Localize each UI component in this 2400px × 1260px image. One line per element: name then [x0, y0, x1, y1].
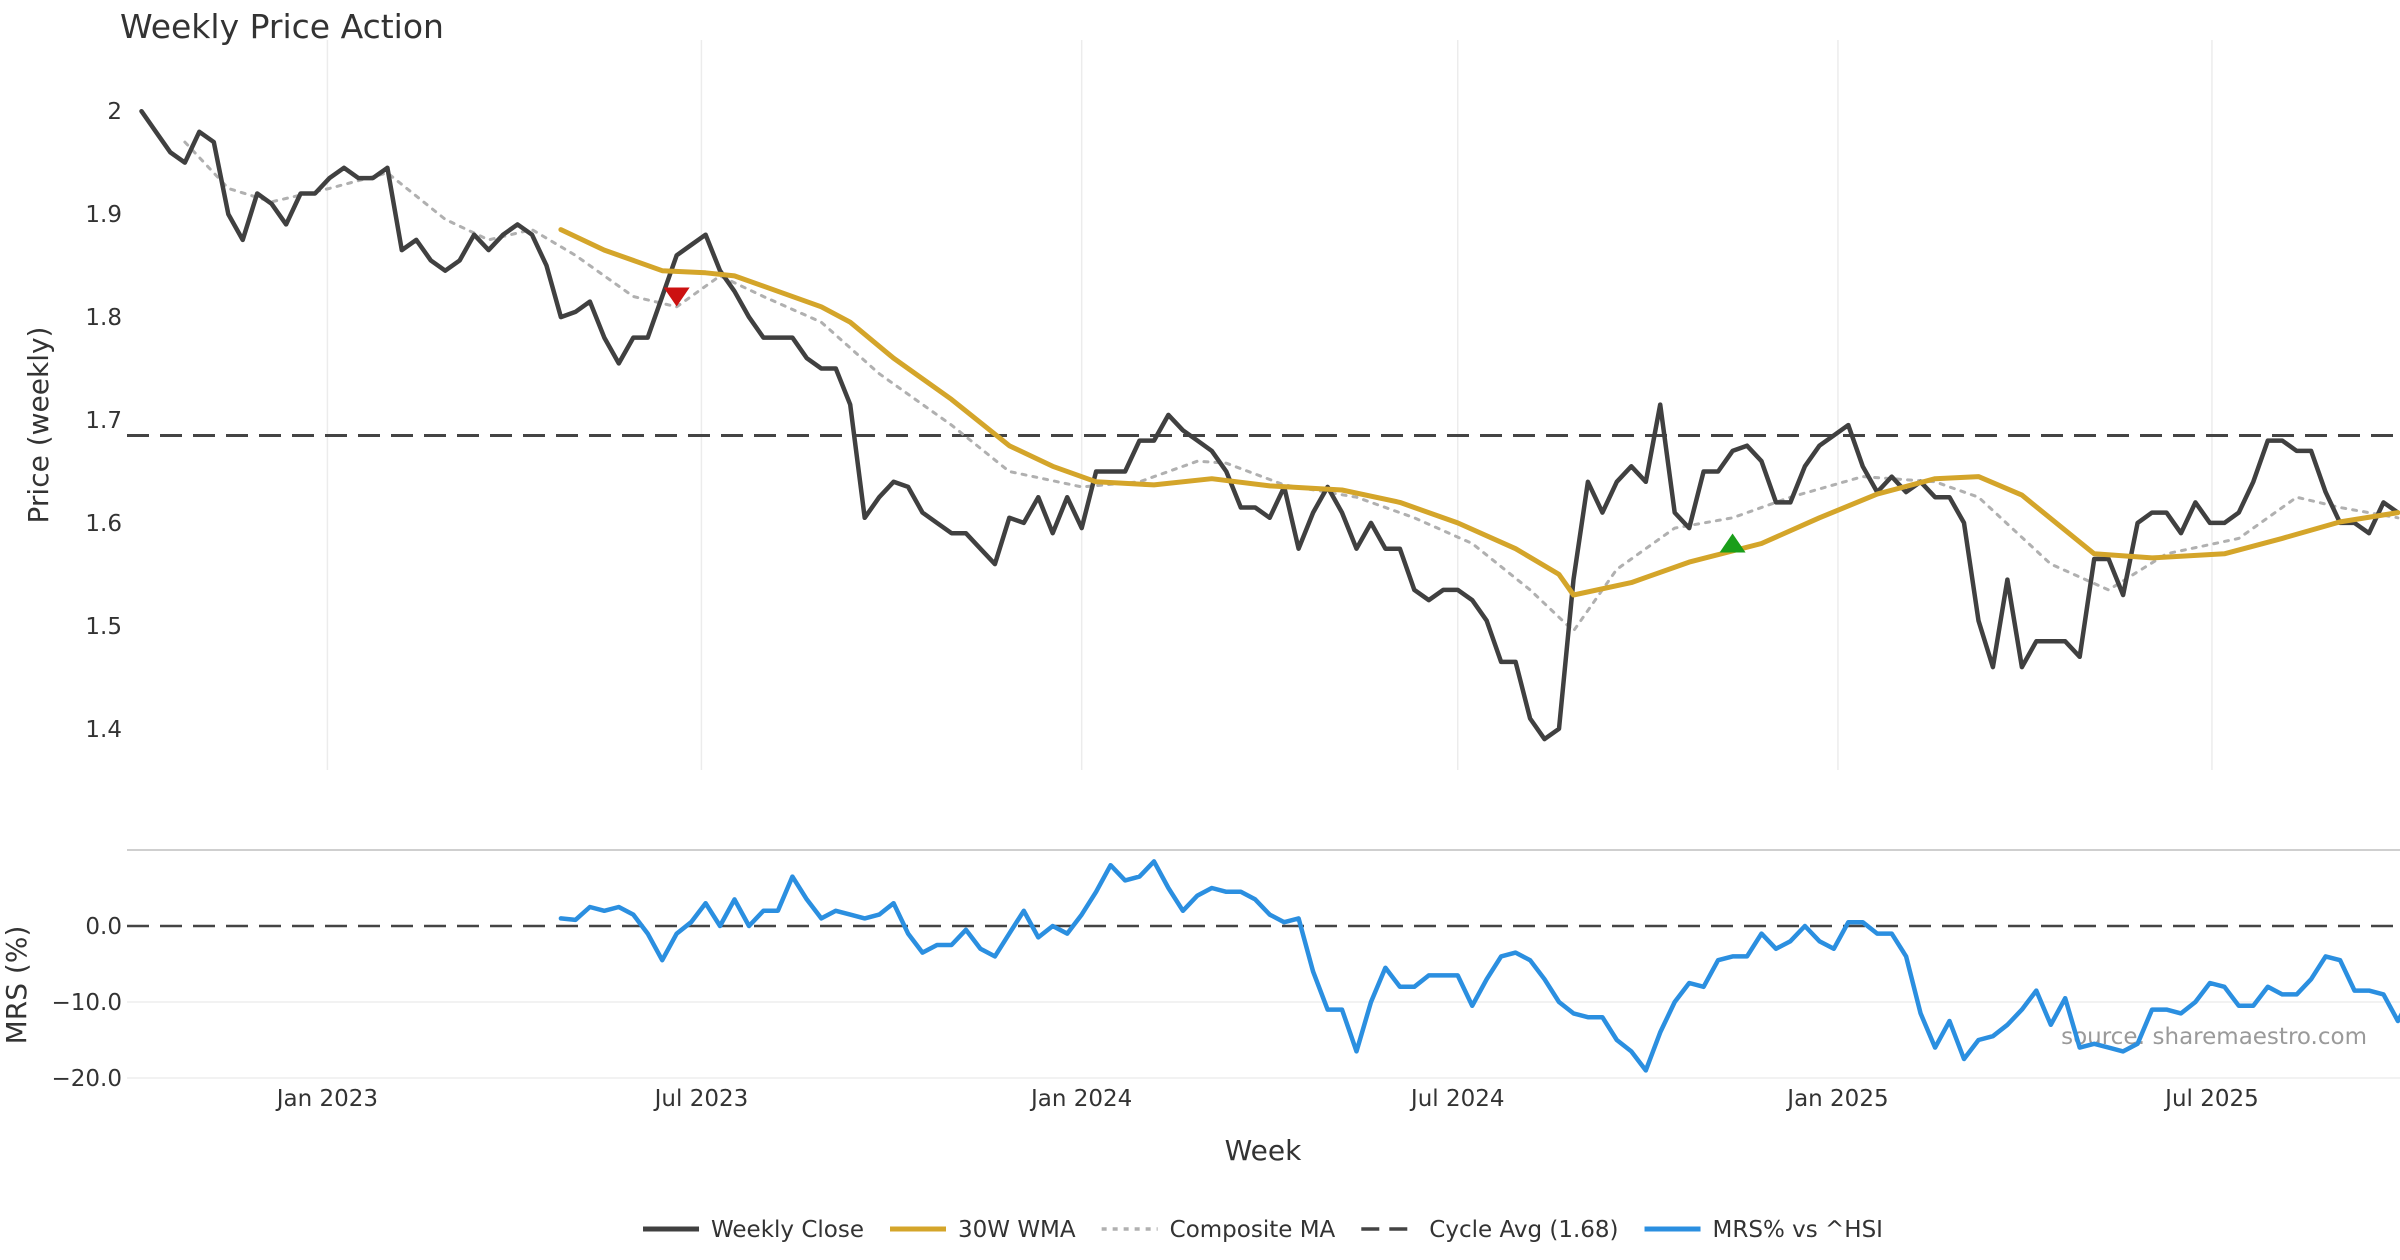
x-tick-label: Jan 2024	[1029, 1086, 1132, 1112]
30w-wma-line	[558, 227, 2400, 598]
legend-entry-label: 30W WMA	[958, 1217, 1076, 1243]
weekly-close-line	[139, 108, 2400, 742]
legend-entry-label: MRS% vs ^HSI	[1713, 1217, 1883, 1243]
mrs-y-tick-label: −10.0	[52, 990, 122, 1016]
mrs-line	[558, 859, 2400, 1073]
price-y-tick-label: 1.9	[85, 202, 122, 228]
x-tick-label: Jan 2025	[1785, 1086, 1888, 1112]
mrs-y-axis-label: MRS (%)	[0, 926, 33, 1045]
price-y-tick-label: 1.5	[85, 614, 122, 640]
buy-signal-marker	[1719, 533, 1746, 553]
legend-entry-label: Composite MA	[1170, 1217, 1336, 1243]
price-y-tick-label: 1.6	[85, 511, 122, 537]
x-tick-label: Jan 2023	[275, 1086, 378, 1112]
x-axis-label: Week	[1225, 1134, 1302, 1167]
legend-entry-label: Cycle Avg (1.68)	[1429, 1217, 1618, 1243]
legend: Weekly Close 30W WMA Composite MA Cycle Avg…	[643, 1217, 1883, 1243]
price-y-tick-label: 1.7	[85, 408, 122, 434]
x-tick-label: Jul 2025	[2163, 1086, 2259, 1112]
mrs-y-tick-label: 0.0	[85, 914, 122, 940]
price-y-tick-label: 1.8	[85, 305, 122, 331]
x-tick-label: Jul 2024	[1409, 1086, 1505, 1112]
legend-entry-label: Weekly Close	[711, 1217, 864, 1243]
composite-ma-line	[183, 140, 2400, 633]
source-label: source: sharemaestro.com	[2061, 1024, 2367, 1050]
mrs-y-tick-label: −20.0	[52, 1066, 122, 1092]
price-y-tick-label: 1.4	[85, 717, 122, 743]
x-tick-label: Jul 2023	[653, 1086, 749, 1112]
chart-title: Weekly Price Action	[120, 7, 444, 46]
sell-signal-marker	[663, 287, 690, 307]
price-y-axis-label: Price (weekly)	[22, 327, 55, 524]
price-y-tick-label: 2	[107, 99, 122, 125]
